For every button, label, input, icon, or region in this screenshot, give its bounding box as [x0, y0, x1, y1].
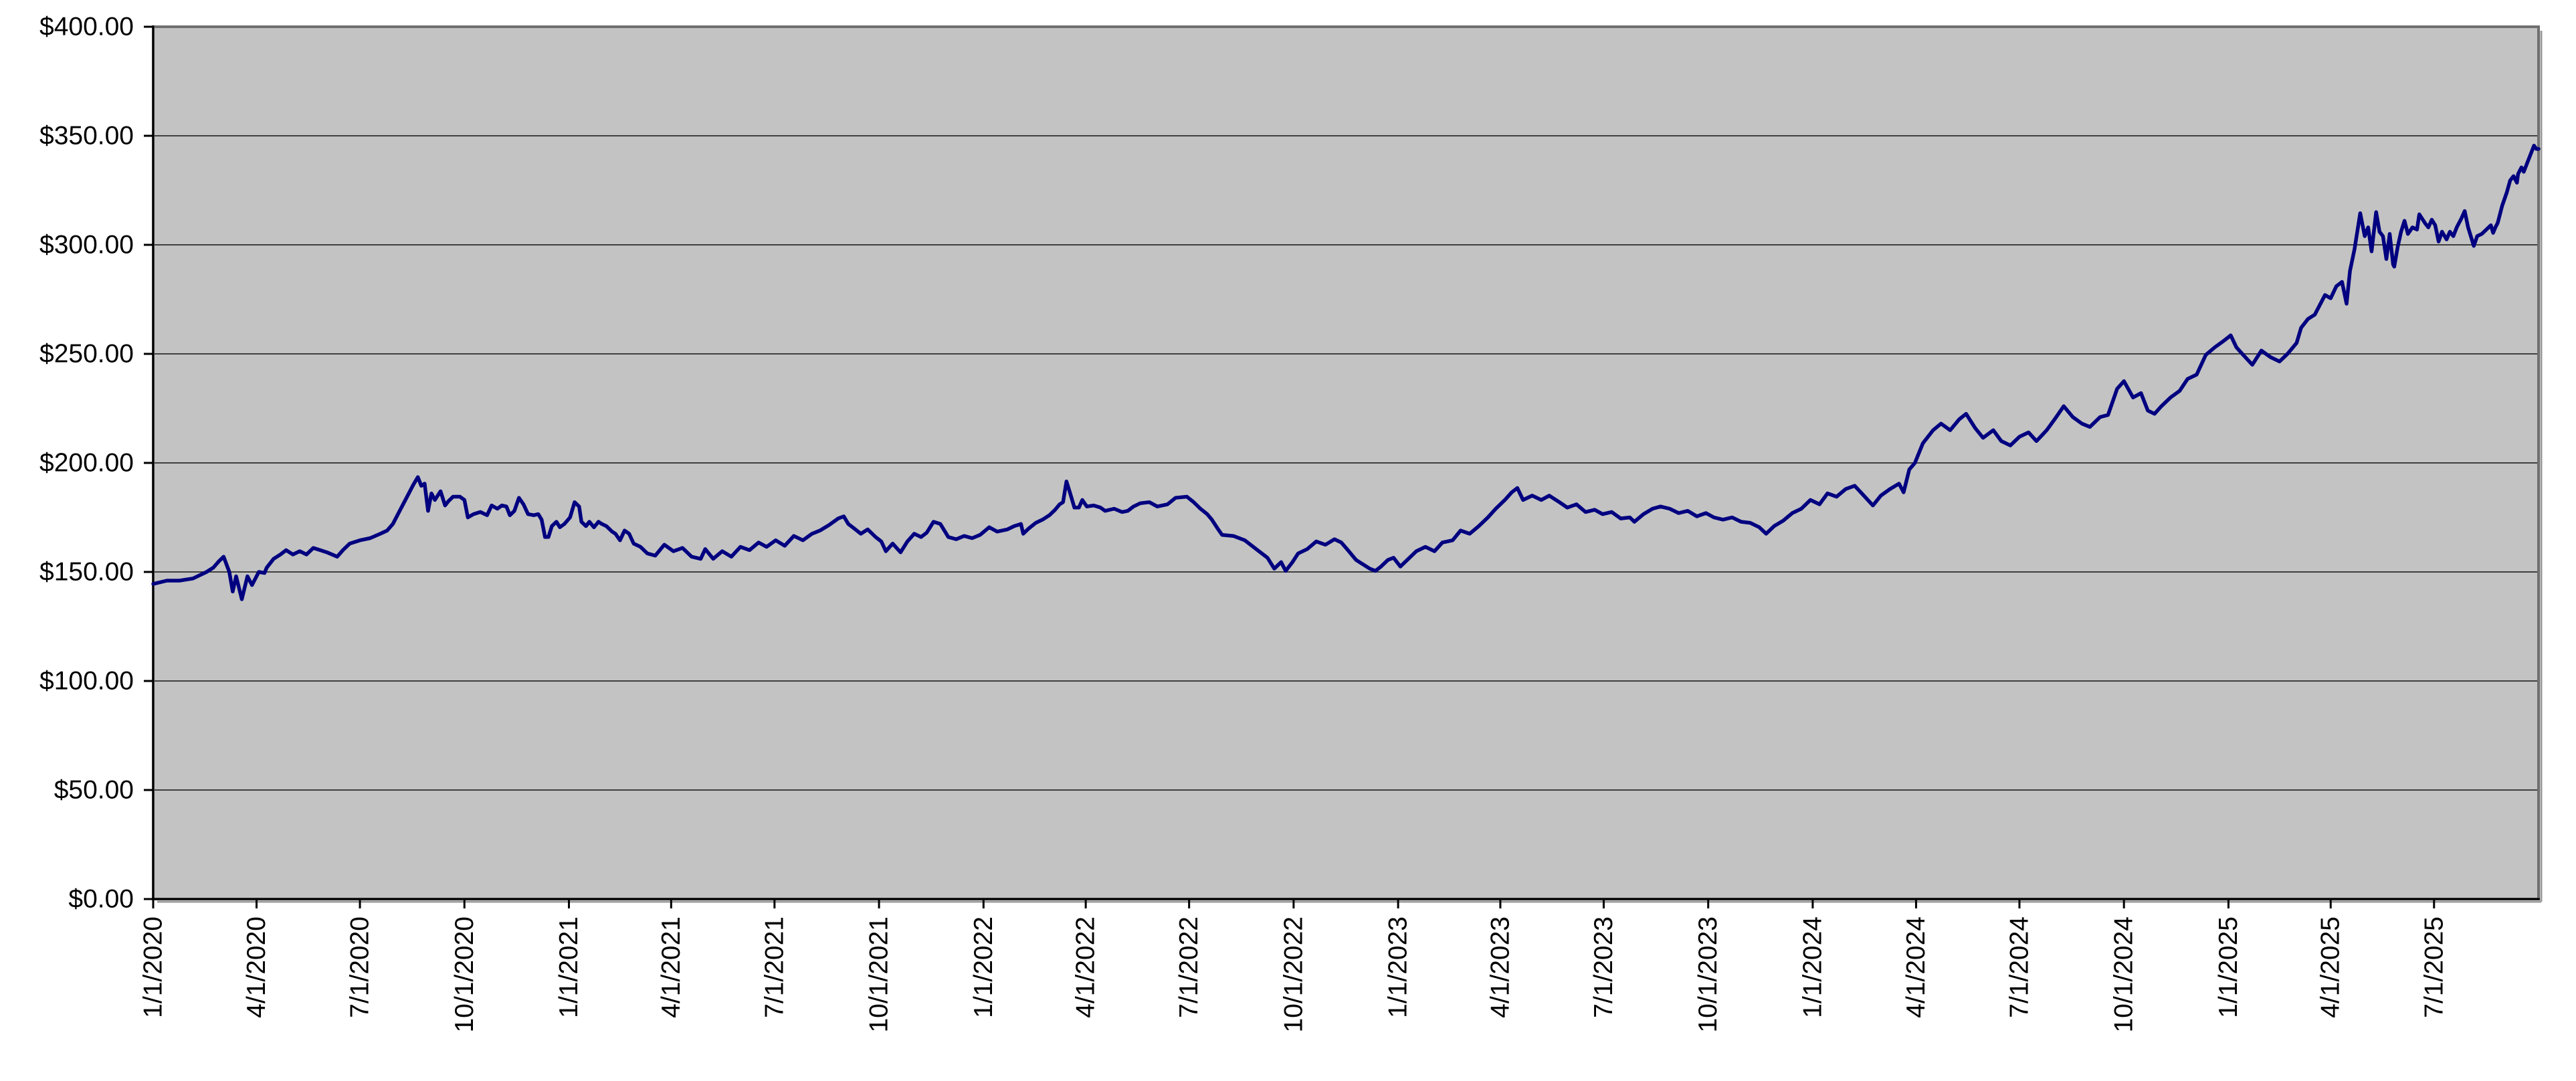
x-axis-tick-label: 4/1/2025	[2316, 916, 2345, 1018]
y-axis-tick-label: $250.00	[39, 340, 134, 369]
x-axis-tick-label: 4/1/2024	[1902, 916, 1930, 1018]
x-axis-tick-label: 7/1/2020	[346, 916, 375, 1018]
price-line	[151, 143, 2541, 601]
y-axis-tick-label: $0.00	[68, 885, 134, 914]
x-axis-tick-label: 4/1/2022	[1072, 916, 1100, 1018]
y-axis-tick-label: $50.00	[54, 776, 134, 805]
x-axis-tick-label: 10/1/2024	[2110, 916, 2139, 1033]
y-axis-tick-label: $300.00	[39, 231, 134, 260]
x-axis-tick-label: 7/1/2024	[2005, 916, 2034, 1018]
x-axis-tick-label: 1/1/2021	[555, 916, 583, 1018]
y-axis-tick-label: $400.00	[39, 13, 134, 41]
x-axis-tick-label: 4/1/2023	[1486, 916, 1514, 1018]
x-axis-tick-label: 1/1/2024	[1798, 916, 1827, 1018]
y-axis-tick-label: $200.00	[39, 449, 134, 478]
x-axis-tick-label: 1/1/2022	[969, 916, 998, 1018]
x-axis-tick-label: 4/1/2021	[657, 916, 686, 1018]
x-axis-tick-label: 10/1/2020	[450, 916, 479, 1033]
x-axis-tick-label: 10/1/2021	[865, 916, 894, 1033]
y-axis-tick-label: $350.00	[39, 122, 134, 151]
x-axis-tick-label: 1/1/2025	[2214, 916, 2243, 1018]
x-axis-tick-label: 4/1/2020	[242, 916, 271, 1018]
x-axis-tick-label: 7/1/2023	[1589, 916, 1618, 1018]
x-axis-tick-label: 7/1/2025	[2419, 916, 2448, 1018]
y-axis-tick-label: $150.00	[39, 558, 134, 587]
x-axis-tick-label: 1/1/2020	[139, 916, 168, 1018]
x-axis-tick-label: 7/1/2021	[760, 916, 789, 1018]
x-axis-tick-label: 7/1/2022	[1175, 916, 1203, 1018]
x-axis-tick-label: 10/1/2023	[1694, 916, 1722, 1033]
y-axis-tick-label: $100.00	[39, 667, 134, 696]
x-axis-tick-label: 1/1/2023	[1384, 916, 1413, 1018]
x-axis-tick-label: 10/1/2022	[1279, 916, 1308, 1033]
